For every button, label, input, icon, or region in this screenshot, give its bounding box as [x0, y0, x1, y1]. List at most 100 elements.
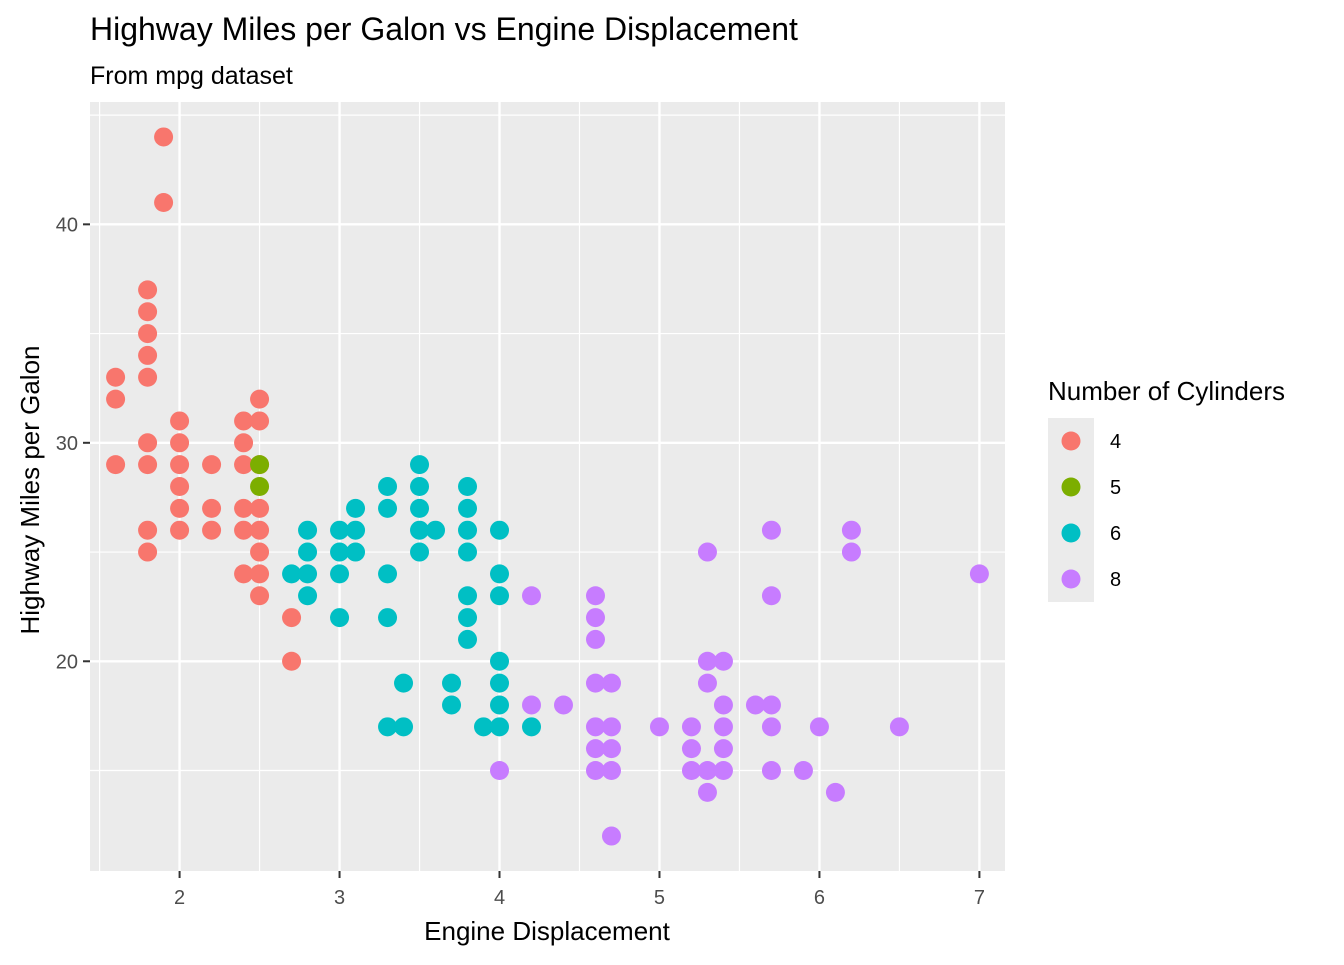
data-point-cyl-4 [154, 127, 174, 147]
data-point-cyl-8 [585, 629, 605, 649]
data-point-cyl-8 [601, 761, 621, 781]
data-point-cyl-6 [426, 520, 446, 540]
data-point-cyl-4 [234, 411, 254, 431]
data-point-cyl-8 [490, 761, 510, 781]
data-point-cyl-4 [250, 564, 270, 584]
data-point-cyl-8 [585, 739, 605, 759]
data-point-cyl-4 [138, 280, 158, 300]
data-point-cyl-4 [154, 192, 174, 212]
data-point-cyl-4 [234, 455, 254, 475]
data-point-cyl-6 [458, 498, 478, 518]
data-point-cyl-6 [458, 542, 478, 562]
data-point-cyl-8 [713, 695, 733, 715]
data-point-cyl-8 [825, 782, 845, 802]
data-point-cyl-6 [490, 695, 510, 715]
data-point-cyl-6 [346, 520, 366, 540]
data-point-cyl-6 [394, 673, 414, 693]
data-point-cyl-8 [761, 761, 781, 781]
data-point-cyl-6 [522, 717, 542, 737]
legend-key-cyl-4 [1061, 431, 1081, 451]
chart-subtitle: From mpg dataset [90, 62, 293, 90]
data-point-cyl-8 [522, 695, 542, 715]
x-tick-label: 6 [814, 887, 825, 909]
data-point-cyl-6 [490, 586, 510, 606]
data-point-cyl-8 [793, 761, 813, 781]
data-point-cyl-8 [585, 673, 605, 693]
data-point-cyl-8 [841, 520, 861, 540]
x-tick-label: 4 [494, 887, 505, 909]
data-point-cyl-6 [442, 673, 462, 693]
data-point-cyl-6 [458, 586, 478, 606]
legend-title: Number of Cylinders [1048, 376, 1285, 406]
legend-label-cyl-5: 5 [1110, 477, 1121, 499]
data-point-cyl-6 [490, 651, 510, 671]
data-point-cyl-8 [761, 586, 781, 606]
data-point-cyl-6 [410, 477, 430, 496]
y-tick-label: 40 [56, 214, 78, 236]
y-tick-label: 20 [56, 651, 78, 673]
y-axis-label: Highway Miles per Galon [15, 345, 45, 634]
data-point-cyl-6 [298, 586, 318, 606]
data-point-cyl-6 [378, 477, 398, 496]
chart-title: Highway Miles per Galon vs Engine Displa… [90, 11, 798, 47]
data-point-cyl-6 [282, 564, 302, 584]
data-point-cyl-6 [298, 564, 318, 584]
data-point-cyl-6 [410, 455, 430, 475]
legend-key-cyl-6 [1061, 523, 1081, 543]
data-point-cyl-4 [250, 389, 270, 409]
data-point-cyl-6 [474, 717, 494, 737]
data-point-cyl-4 [234, 498, 254, 518]
legend-key-cyl-5 [1061, 477, 1081, 497]
data-point-cyl-4 [250, 498, 270, 518]
data-point-cyl-6 [330, 520, 350, 540]
data-point-cyl-4 [234, 564, 254, 584]
data-point-cyl-4 [250, 520, 270, 540]
data-point-cyl-5 [250, 455, 270, 475]
data-point-cyl-6 [458, 608, 478, 628]
data-point-cyl-6 [442, 695, 462, 715]
data-point-cyl-6 [490, 673, 510, 693]
data-point-cyl-6 [410, 498, 430, 518]
data-point-cyl-8 [697, 542, 717, 562]
data-point-cyl-8 [969, 564, 989, 584]
x-tick-label: 5 [654, 887, 665, 909]
data-point-cyl-8 [809, 717, 829, 737]
x-axis: 2 3 4 5 6 7 [174, 871, 985, 909]
data-point-cyl-8 [713, 651, 733, 671]
data-point-cyl-6 [346, 542, 366, 562]
data-point-cyl-4 [106, 455, 126, 475]
data-point-cyl-4 [202, 498, 222, 518]
data-point-cyl-4 [234, 433, 254, 453]
data-point-cyl-8 [649, 717, 669, 737]
data-point-cyl-4 [170, 520, 190, 540]
data-point-cyl-6 [378, 498, 398, 518]
data-point-cyl-4 [138, 345, 158, 365]
data-point-cyl-8 [713, 717, 733, 737]
data-point-cyl-6 [458, 520, 478, 540]
data-point-cyl-8 [585, 586, 605, 606]
data-point-cyl-4 [282, 608, 302, 628]
data-point-cyl-4 [170, 411, 190, 431]
data-point-cyl-6 [378, 717, 398, 737]
data-point-cyl-4 [106, 389, 126, 409]
legend-key-cyl-8 [1061, 569, 1081, 589]
minor-grid [90, 102, 1005, 871]
data-point-cyl-5 [250, 477, 270, 496]
data-point-cyl-8 [681, 739, 701, 759]
data-point-cyl-6 [458, 629, 478, 649]
data-point-cyl-6 [410, 520, 430, 540]
data-point-cyl-4 [250, 542, 270, 562]
data-point-cyl-6 [490, 717, 510, 737]
data-point-cyl-8 [713, 739, 733, 759]
data-point-cyl-6 [410, 542, 430, 562]
legend-label-cyl-6: 6 [1110, 523, 1121, 545]
data-point-cyl-6 [394, 717, 414, 737]
data-point-cyl-4 [138, 542, 158, 562]
data-point-cyl-4 [138, 520, 158, 540]
data-point-cyl-6 [298, 520, 318, 540]
data-point-cyl-6 [298, 542, 318, 562]
data-point-cyl-8 [585, 717, 605, 737]
data-point-cyl-8 [761, 717, 781, 737]
